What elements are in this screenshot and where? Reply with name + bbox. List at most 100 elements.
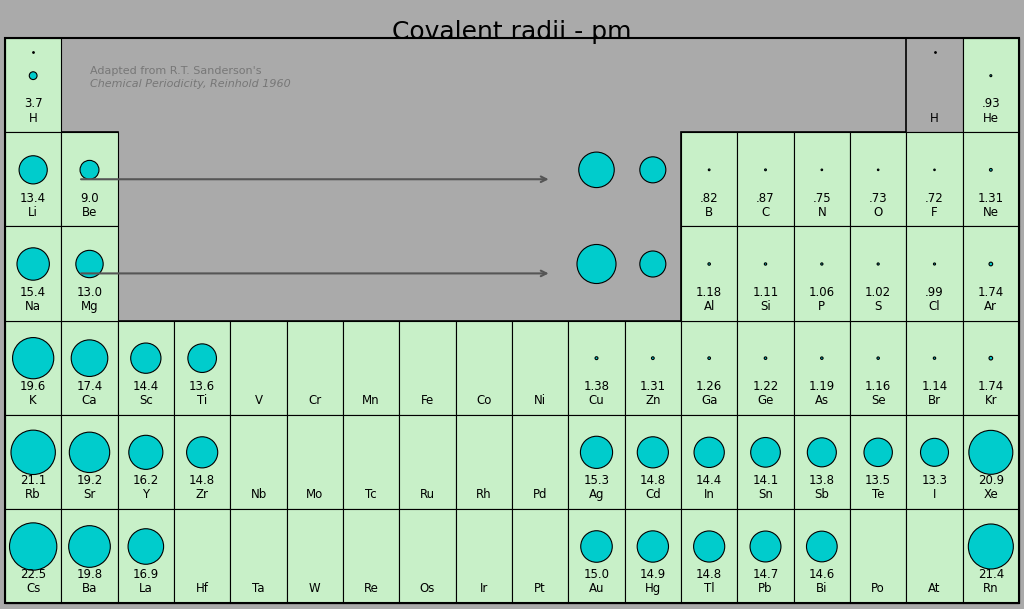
Text: 15.0: 15.0 — [584, 568, 609, 581]
Bar — [737, 509, 794, 603]
Bar — [174, 415, 230, 509]
Text: 16.2: 16.2 — [133, 474, 159, 487]
Text: Os: Os — [420, 582, 435, 596]
Ellipse shape — [820, 357, 823, 359]
Bar — [794, 227, 850, 320]
Bar — [5, 509, 61, 603]
Text: S: S — [874, 300, 882, 313]
Ellipse shape — [821, 169, 822, 171]
Bar — [399, 509, 456, 603]
Text: 19.2: 19.2 — [77, 474, 102, 487]
Ellipse shape — [17, 248, 49, 280]
Bar — [5, 132, 61, 227]
Text: .75: .75 — [812, 192, 831, 205]
Ellipse shape — [637, 531, 669, 562]
Text: Kr: Kr — [984, 394, 997, 407]
Bar — [512, 415, 568, 509]
Bar — [230, 509, 287, 603]
Bar — [399, 320, 456, 415]
Ellipse shape — [128, 529, 164, 565]
Text: H: H — [930, 111, 939, 125]
Ellipse shape — [751, 437, 780, 467]
Bar — [681, 132, 737, 227]
Text: .99: .99 — [925, 286, 944, 299]
Text: Hg: Hg — [645, 582, 660, 596]
Text: Y: Y — [142, 488, 150, 501]
Bar — [681, 320, 737, 415]
Bar — [850, 320, 906, 415]
Text: 14.8: 14.8 — [640, 474, 666, 487]
Bar — [963, 509, 1019, 603]
Text: Sn: Sn — [758, 488, 773, 501]
Text: Ba: Ba — [82, 582, 97, 596]
Bar — [681, 415, 737, 509]
Text: 19.8: 19.8 — [77, 568, 102, 581]
Text: Rn: Rn — [983, 582, 998, 596]
Ellipse shape — [69, 526, 111, 568]
Bar — [512, 509, 568, 603]
Text: 13.3: 13.3 — [922, 474, 947, 487]
Ellipse shape — [933, 357, 936, 359]
Text: N: N — [817, 206, 826, 219]
Bar — [625, 415, 681, 509]
Bar — [287, 320, 343, 415]
Bar — [399, 509, 456, 603]
Text: Zr: Zr — [196, 488, 209, 501]
Bar — [681, 227, 737, 320]
Text: Covalent radii - pm: Covalent radii - pm — [392, 20, 632, 44]
Bar — [794, 415, 850, 509]
Ellipse shape — [76, 250, 103, 278]
Text: Tc: Tc — [366, 488, 377, 501]
Text: .73: .73 — [868, 192, 888, 205]
Bar — [287, 509, 343, 603]
Bar — [681, 132, 737, 227]
Ellipse shape — [651, 357, 654, 359]
Text: 13.5: 13.5 — [865, 474, 891, 487]
Ellipse shape — [694, 437, 724, 468]
Bar — [794, 132, 850, 227]
Bar — [61, 132, 118, 227]
Bar — [456, 320, 512, 415]
Bar — [61, 320, 118, 415]
Text: 14.4: 14.4 — [696, 474, 722, 487]
Bar — [568, 509, 625, 603]
Bar — [512, 320, 568, 415]
Bar — [174, 320, 230, 415]
Text: 17.4: 17.4 — [77, 380, 102, 393]
Text: 1.18: 1.18 — [696, 286, 722, 299]
Bar — [850, 509, 906, 603]
Bar — [681, 509, 737, 603]
Bar — [5, 320, 61, 415]
Ellipse shape — [820, 263, 823, 265]
Text: 16.9: 16.9 — [133, 568, 159, 581]
Text: 3.7: 3.7 — [24, 97, 42, 110]
Bar — [5, 320, 61, 415]
Text: 1.11: 1.11 — [753, 286, 778, 299]
Text: W: W — [309, 582, 321, 596]
Bar — [343, 415, 399, 509]
Text: 1.22: 1.22 — [753, 380, 778, 393]
Text: 15.4: 15.4 — [20, 286, 46, 299]
Bar — [287, 320, 343, 415]
Text: 13.0: 13.0 — [77, 286, 102, 299]
Text: 19.6: 19.6 — [20, 380, 46, 393]
Bar — [963, 38, 1019, 132]
Bar — [906, 227, 963, 320]
Ellipse shape — [864, 438, 892, 466]
Bar — [906, 320, 963, 415]
Bar — [61, 227, 118, 320]
Bar — [850, 132, 906, 227]
Text: 14.6: 14.6 — [809, 568, 835, 581]
Bar — [906, 415, 963, 509]
Ellipse shape — [577, 244, 616, 284]
Text: Cu: Cu — [589, 394, 604, 407]
Text: Sr: Sr — [83, 488, 95, 501]
Ellipse shape — [969, 431, 1013, 474]
Bar — [230, 509, 287, 603]
Text: Na: Na — [26, 300, 41, 313]
Text: La: La — [139, 582, 153, 596]
Text: I: I — [933, 488, 936, 501]
Ellipse shape — [11, 430, 55, 474]
Ellipse shape — [693, 531, 725, 562]
Text: 1.38: 1.38 — [584, 380, 609, 393]
